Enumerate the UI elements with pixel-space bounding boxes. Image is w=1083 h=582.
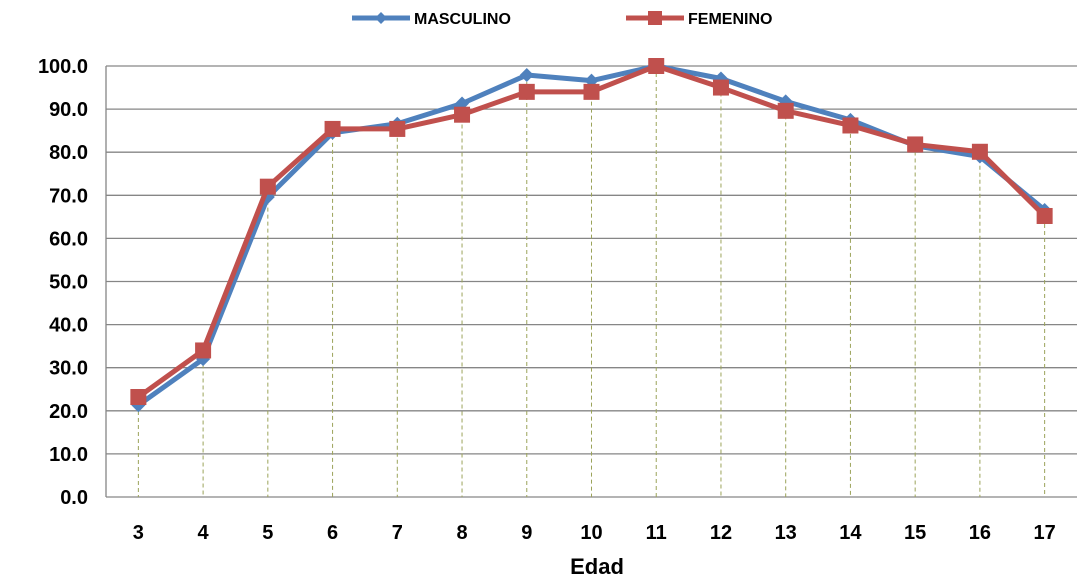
x-tick-label: 11 bbox=[646, 522, 667, 544]
data-point-femenino bbox=[1036, 207, 1053, 224]
data-point-femenino bbox=[583, 83, 600, 100]
data-point-femenino bbox=[195, 342, 212, 359]
data-point-femenino bbox=[907, 136, 924, 153]
data-point-femenino bbox=[259, 178, 276, 195]
data-point-femenino bbox=[454, 106, 471, 123]
x-tick-label: 12 bbox=[710, 522, 732, 544]
y-tick-label: 30.0 bbox=[49, 358, 88, 380]
x-axis-title: Edad bbox=[570, 554, 624, 579]
data-point-femenino bbox=[842, 117, 859, 134]
data-point-femenino bbox=[971, 143, 988, 160]
data-point-femenino bbox=[712, 79, 729, 96]
legend-masculino-marker bbox=[375, 12, 387, 24]
y-axis: 0.0 10.0 20.0 30.0 40.0 50.0 60.0 70.0 80.0 90.0 1… bbox=[38, 56, 88, 509]
y-tick-label: 70.0 bbox=[49, 185, 88, 207]
x-tick-label: 15 bbox=[904, 522, 926, 544]
data-point-femenino bbox=[648, 58, 665, 74]
data-point-femenino bbox=[777, 102, 794, 119]
x-tick-label: 6 bbox=[327, 522, 338, 544]
y-tick-label: 60.0 bbox=[49, 228, 88, 250]
x-tick-label: 13 bbox=[775, 522, 797, 544]
y-tick-label: 0.0 bbox=[60, 487, 88, 509]
x-tick-label: 16 bbox=[969, 522, 991, 544]
data-point-femenino bbox=[518, 83, 535, 100]
y-tick-label: 20.0 bbox=[49, 401, 88, 423]
data-point-femenino bbox=[324, 120, 341, 137]
x-tick-label: 8 bbox=[456, 522, 467, 544]
y-tick-label: 100.0 bbox=[38, 56, 88, 78]
x-tick-label: 5 bbox=[262, 522, 273, 544]
data-point-masculino bbox=[519, 68, 534, 83]
y-tick-label: 10.0 bbox=[49, 444, 88, 466]
legend-femenino-label: FEMENINO bbox=[688, 11, 772, 28]
y-tick-label: 40.0 bbox=[49, 315, 88, 337]
x-axis: 3 4 5 6 7 8 9 10 11 12 13 14 15 16 17 bbox=[133, 522, 1056, 544]
x-tick-label: 10 bbox=[580, 522, 602, 544]
y-tick-label: 50.0 bbox=[49, 272, 88, 294]
x-tick-label: 14 bbox=[839, 522, 862, 544]
chart-series bbox=[130, 58, 1053, 413]
data-point-femenino bbox=[389, 120, 406, 137]
chart-drop-lines bbox=[137, 66, 1046, 497]
x-tick-label: 17 bbox=[1034, 522, 1056, 544]
legend-femenino-marker bbox=[648, 11, 662, 25]
x-tick-label: 4 bbox=[198, 522, 210, 544]
y-tick-label: 80.0 bbox=[49, 142, 88, 164]
legend-masculino-label: MASCULINO bbox=[414, 11, 511, 28]
chart-legend: MASCULINO FEMENINO bbox=[352, 11, 772, 28]
y-tick-label: 90.0 bbox=[49, 99, 88, 121]
x-tick-label: 7 bbox=[392, 522, 403, 544]
x-tick-label: 9 bbox=[521, 522, 532, 544]
x-tick-label: 3 bbox=[133, 522, 144, 544]
data-point-femenino bbox=[130, 389, 147, 406]
